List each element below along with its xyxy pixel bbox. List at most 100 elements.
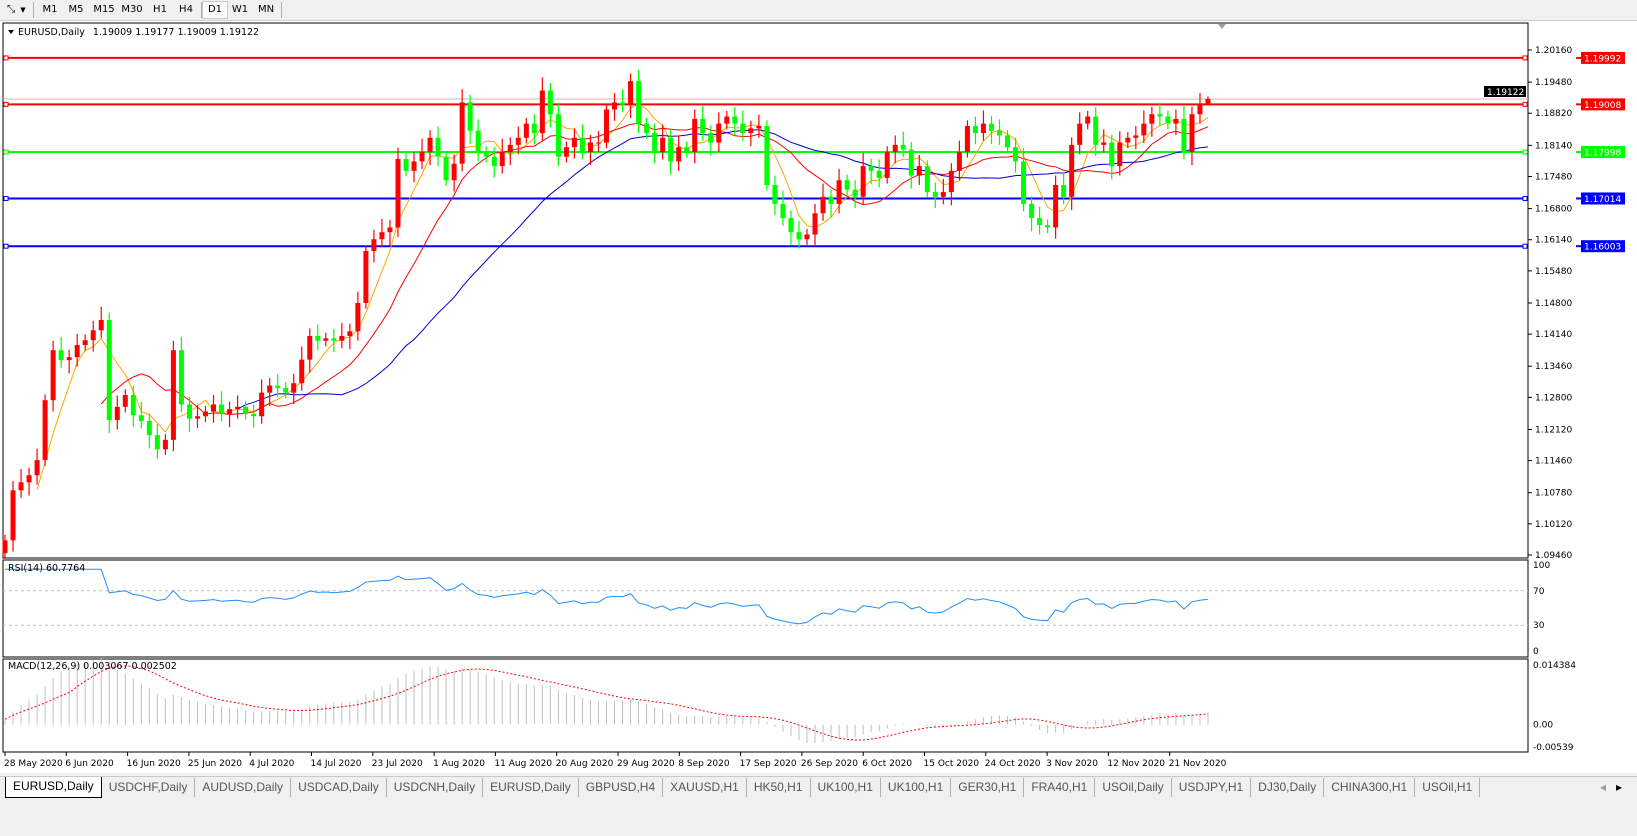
chart-tab[interactable]: XAUUSD,H1: [663, 778, 747, 797]
chart-tab[interactable]: CHINA300,H1: [1324, 778, 1416, 797]
chart-tab[interactable]: FRA40,H1: [1024, 778, 1096, 797]
chart-tab[interactable]: AUDUSD,Daily: [195, 778, 292, 797]
chart-window[interactable]: 1.20160 1.19480 1.18820 1.18140 1.17480 1.168…: [0, 21, 1637, 773]
date-axis-label: 20 Aug 2020: [556, 759, 614, 769]
candle: [692, 109, 698, 164]
line-handle-icon[interactable]: [3, 101, 9, 107]
candle: [154, 423, 160, 459]
candle: [82, 334, 88, 351]
candle: [940, 178, 946, 205]
dropdown-arrow-icon[interactable]: ▼: [20, 6, 26, 14]
line-handle-icon[interactable]: [1522, 149, 1528, 155]
chart-shift-marker-icon[interactable]: [1218, 24, 1226, 29]
candle: [780, 190, 786, 226]
candle: [299, 346, 305, 391]
candle: [339, 322, 345, 349]
date-axis-label: 1 Aug 2020: [433, 759, 485, 769]
candle: [122, 389, 128, 413]
price-axis-label: 1.14800: [1535, 299, 1572, 309]
timeframe-w1-button[interactable]: W1: [231, 4, 249, 15]
candle: [219, 391, 225, 422]
candle: [66, 349, 72, 374]
candle: [2, 534, 8, 559]
chart-tab[interactable]: USDJPY,H1: [1172, 778, 1252, 797]
timeframe-m5-button[interactable]: M5: [68, 4, 84, 15]
line-handle-icon[interactable]: [3, 195, 9, 201]
date-axis-label: 24 Oct 2020: [985, 759, 1041, 769]
rsi-panel-frame: [2, 559, 1529, 658]
candle: [387, 219, 393, 246]
candle: [435, 126, 441, 167]
tabs-scroll-right-icon[interactable]: ▸: [1616, 780, 1623, 794]
line-studies-icon[interactable]: ⤡: [7, 4, 15, 15]
line-handle-icon[interactable]: [1522, 243, 1528, 249]
line-handle-icon[interactable]: [1522, 195, 1528, 201]
candle: [523, 117, 529, 144]
date-axis-label: 25 Jun 2020: [188, 759, 242, 769]
timeframe-m1-button[interactable]: M1: [42, 4, 58, 15]
candle: [363, 245, 369, 309]
candle: [371, 229, 377, 263]
tabs-scroll-left-icon[interactable]: ◂: [1600, 780, 1607, 794]
line-handle-icon[interactable]: [3, 55, 9, 61]
candle: [579, 124, 585, 160]
line-handle-icon[interactable]: [1522, 55, 1528, 61]
level-price-label-bg: [1581, 98, 1625, 111]
candle: [1069, 137, 1075, 210]
timeframe-mn-button[interactable]: MN: [257, 4, 275, 15]
date-axis-label: 6 Oct 2020: [862, 759, 912, 769]
candle: [964, 120, 970, 158]
candle: [748, 120, 754, 147]
chart-tab[interactable]: UK100,H1: [811, 778, 881, 797]
chart-tab[interactable]: HK50,H1: [747, 778, 811, 797]
level-price-label-bg: [1581, 240, 1625, 253]
candle: [900, 131, 906, 158]
candle: [1157, 102, 1163, 126]
chart-tab[interactable]: GER30,H1: [951, 778, 1025, 797]
candle: [106, 312, 112, 434]
chart-tab[interactable]: USOil,Daily: [1095, 778, 1172, 797]
candle: [924, 160, 930, 198]
chart-tab[interactable]: USOil,H1: [1415, 778, 1481, 797]
chart-tab[interactable]: USDCAD,Daily: [291, 778, 387, 797]
candle: [884, 146, 890, 184]
chart-tab[interactable]: UK100,H1: [881, 778, 952, 797]
timeframe-m15-button[interactable]: M15: [93, 4, 115, 15]
chart-tab[interactable]: EURUSD,Daily: [5, 777, 102, 798]
line-handle-icon[interactable]: [3, 243, 9, 249]
date-axis-label: 3 Nov 2020: [1046, 759, 1098, 769]
timeframe-h1-button[interactable]: H1: [153, 4, 167, 15]
candle: [563, 141, 569, 163]
candle: [628, 73, 634, 118]
candle: [1061, 171, 1067, 205]
chart-tab[interactable]: DJ30,Daily: [1251, 778, 1325, 797]
line-handle-icon[interactable]: [1522, 101, 1528, 107]
current-price-label: 1.19122: [1487, 88, 1524, 98]
timeframe-d1-button[interactable]: D1: [202, 1, 228, 19]
candle: [58, 336, 64, 368]
candle: [275, 374, 281, 398]
candle: [403, 153, 409, 177]
candle: [243, 401, 249, 420]
chart-tab[interactable]: USDCNH,Daily: [387, 778, 484, 797]
chart-tab[interactable]: EURUSD,Daily: [483, 778, 579, 797]
date-axis-label: 11 Aug 2020: [494, 759, 552, 769]
toolbar-divider: [281, 2, 282, 18]
candle: [74, 333, 80, 367]
candle: [676, 135, 682, 171]
rsi-axis-label: 100: [1533, 561, 1550, 571]
candle: [764, 120, 770, 191]
chart-tab[interactable]: USDCHF,Daily: [102, 778, 196, 797]
level-price-label: 1.17014: [1584, 195, 1621, 205]
candle: [411, 151, 417, 183]
chart-canvas[interactable]: 1.20160 1.19480 1.18820 1.18140 1.17480 1.168…: [0, 21, 1637, 773]
timeframe-m30-button[interactable]: M30: [121, 4, 143, 15]
collapse-triangle-icon[interactable]: [8, 30, 14, 34]
timeframe-h4-button[interactable]: H4: [179, 4, 193, 15]
date-axis-label: 23 Jul 2020: [372, 759, 423, 769]
chart-tab[interactable]: GBPUSD,H4: [579, 778, 664, 797]
candle: [194, 404, 200, 429]
candle: [844, 174, 850, 196]
price-axis-label: 1.16140: [1535, 236, 1572, 246]
line-handle-icon[interactable]: [3, 149, 9, 155]
